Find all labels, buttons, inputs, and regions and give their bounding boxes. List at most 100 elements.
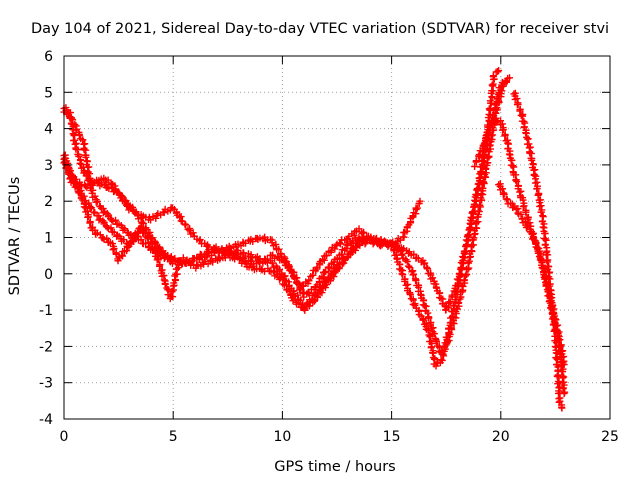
data-point [410, 250, 418, 258]
data-point [331, 245, 339, 253]
data-point [556, 383, 564, 391]
data-point [399, 271, 407, 279]
data-point [473, 185, 481, 193]
data-point [103, 210, 111, 218]
data-point [517, 111, 525, 119]
data-point [416, 197, 424, 205]
data-point [118, 192, 126, 200]
data-point [509, 162, 517, 170]
data-point [79, 136, 87, 144]
data-point [530, 171, 538, 179]
data-point [390, 247, 398, 255]
data-point [118, 251, 126, 259]
data-point [472, 219, 480, 227]
y-tick-label: 6 [44, 49, 53, 65]
data-point [247, 251, 255, 259]
data-point [506, 74, 514, 82]
data-point [405, 262, 413, 270]
data-point [156, 262, 164, 270]
data-point [153, 249, 161, 257]
data-point [514, 101, 522, 109]
data-point [534, 191, 542, 199]
data-point [287, 290, 295, 298]
data-point [76, 159, 84, 167]
data-point [424, 326, 432, 334]
data-point [509, 204, 517, 212]
data-point [432, 283, 440, 291]
data-point [154, 256, 162, 264]
data-point [519, 196, 527, 204]
data-point [495, 67, 503, 75]
data-point [522, 129, 530, 137]
data-point [291, 295, 299, 303]
data-point [417, 290, 425, 298]
data-point [160, 276, 168, 284]
data-point [305, 277, 313, 285]
data-point [413, 204, 421, 212]
data-point [548, 303, 556, 311]
data-point [218, 245, 226, 253]
data-point [497, 86, 505, 94]
data-point [178, 260, 186, 268]
data-point [320, 268, 328, 276]
y-tick-label: 3 [44, 158, 53, 174]
data-point [154, 248, 162, 256]
data-point [474, 180, 482, 188]
data-point [322, 268, 330, 276]
data-point [73, 184, 81, 192]
data-point [552, 332, 560, 340]
axis-ticks: 0 5 10 15 20 25 -4 -3 -2 -1 0 1 2 3 4 5 6 [39, 49, 619, 445]
data-point [323, 252, 331, 260]
data-point [99, 217, 107, 225]
data-point [196, 236, 204, 244]
data-point [526, 143, 534, 151]
data-point [80, 203, 88, 211]
data-point [275, 245, 283, 253]
data-point [550, 320, 558, 328]
data-point [419, 316, 427, 324]
data-point [494, 68, 502, 76]
data-point [398, 270, 406, 278]
chart-title: Day 104 of 2021, Sidereal Day-to-day VTE… [31, 21, 609, 37]
data-point [463, 237, 471, 245]
data-point [429, 349, 437, 357]
data-point [414, 254, 422, 262]
data-point [499, 126, 507, 134]
data-point [439, 350, 447, 358]
data-point [488, 93, 496, 101]
data-point [456, 277, 464, 285]
data-point [397, 266, 405, 274]
data-point [306, 302, 314, 310]
data-point [551, 343, 559, 351]
data-point [547, 286, 555, 294]
x-tick-label: 20 [492, 429, 510, 445]
x-axis-label: GPS time / hours [274, 459, 395, 475]
data-point [127, 237, 135, 245]
data-point [120, 236, 128, 244]
data-point [393, 254, 401, 262]
data-point [450, 302, 458, 310]
data-point [466, 225, 474, 233]
y-tick-label: -4 [39, 412, 53, 428]
data-point [297, 285, 305, 293]
y-tick-label: 5 [44, 85, 53, 101]
data-point [441, 302, 449, 310]
data-point [429, 274, 437, 282]
data-point [543, 258, 551, 266]
data-point [185, 257, 193, 265]
data-point [500, 190, 508, 198]
data-point [65, 109, 73, 117]
data-point [520, 202, 528, 210]
data-point [160, 209, 168, 217]
data-point [86, 219, 94, 227]
data-point [533, 185, 541, 193]
data-point [546, 290, 554, 298]
data-point [203, 249, 211, 257]
data-point [499, 185, 507, 193]
gridlines [64, 56, 610, 419]
data-point [348, 244, 356, 252]
data-point [122, 197, 130, 205]
data-point [117, 194, 125, 202]
data-point [501, 132, 509, 140]
